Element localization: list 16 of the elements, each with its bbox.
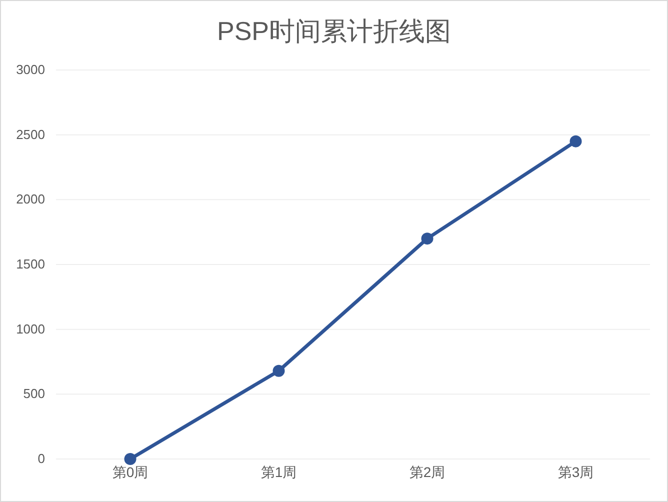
title: PSP时间累计折线图 bbox=[216, 16, 452, 46]
point bbox=[570, 135, 582, 148]
point bbox=[421, 232, 434, 245]
y-tick-label: 1500 bbox=[16, 256, 45, 272]
y-tick-label: 500 bbox=[23, 386, 45, 402]
y-tick-label: 3000 bbox=[16, 62, 45, 77]
point bbox=[272, 364, 285, 377]
y-tick-label: 2500 bbox=[16, 126, 45, 142]
x-tick-label: 第2周 bbox=[409, 464, 446, 480]
x-tick-label: 第3周 bbox=[558, 464, 594, 480]
y-tick-label: 2000 bbox=[16, 192, 45, 207]
point bbox=[124, 453, 136, 465]
y-tick-label: 0 bbox=[38, 451, 45, 466]
x-tick-label: 第0周 bbox=[112, 464, 148, 480]
x-tick-label: 第1周 bbox=[260, 464, 297, 480]
y-tick-label: 1000 bbox=[16, 321, 45, 336]
